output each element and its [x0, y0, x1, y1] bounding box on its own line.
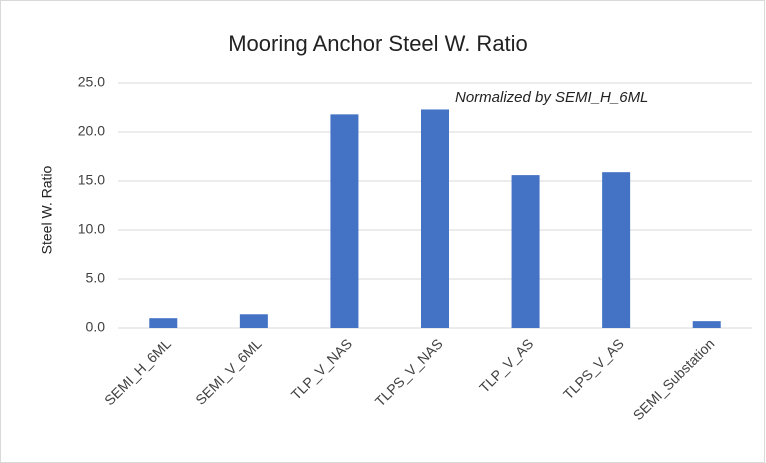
bar [149, 318, 178, 328]
chart-title: Mooring Anchor Steel W. Ratio [228, 31, 528, 56]
annotation: Normalized by SEMI_H_6ML [455, 89, 648, 106]
y-tick-label: 15.0 [78, 172, 105, 188]
y-tick-label: 20.0 [78, 123, 105, 139]
y-tick-label: 5.0 [86, 270, 106, 286]
y-axis-label: Steel W. Ratio [39, 165, 55, 254]
bar [692, 321, 721, 328]
bar [330, 114, 359, 328]
bar [239, 314, 268, 328]
bar [511, 175, 540, 328]
y-tick-label: 0.0 [86, 319, 106, 335]
bar [602, 172, 631, 328]
y-tick-label: 10.0 [78, 221, 105, 237]
bar [421, 109, 449, 329]
y-tick-label: 25.0 [78, 74, 105, 90]
